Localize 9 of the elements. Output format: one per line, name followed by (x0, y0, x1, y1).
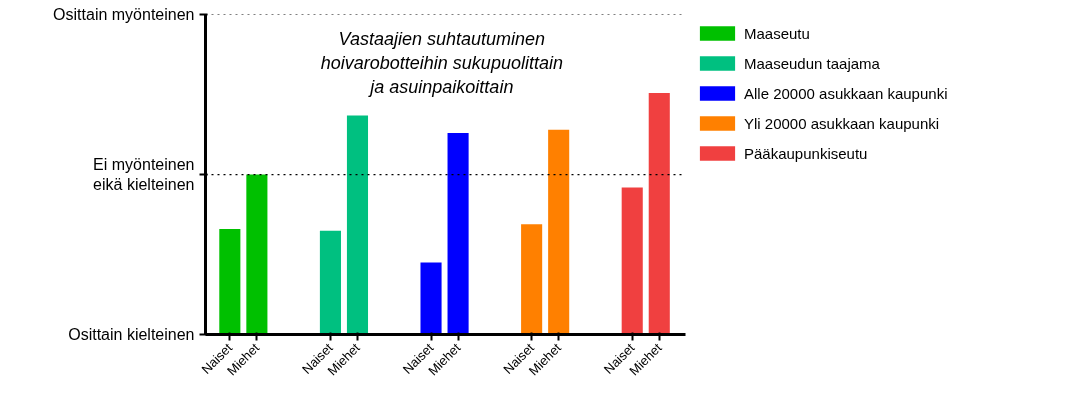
legend-label: Pääkaupunkiseutu (744, 144, 868, 162)
legend-label: Alle 20000 asukkaan kaupunki (744, 84, 948, 102)
legend-label: Yli 20000 asukkaan kaupunki (744, 114, 940, 132)
ref-line-label: Ei myönteinen eikä kielteinen (93, 155, 195, 194)
text: Osittain kielteinen (68, 326, 195, 343)
ref-line-label: Osittain myönteinen (53, 6, 195, 23)
chart-title: Vastaajien suhtautuminen hoivarobotteihin sukupuolittain ja asuinpaikoittain (320, 28, 563, 97)
legend-label: Maaseudun taajama (744, 54, 880, 72)
legend-label: Maaseutu (744, 24, 810, 42)
